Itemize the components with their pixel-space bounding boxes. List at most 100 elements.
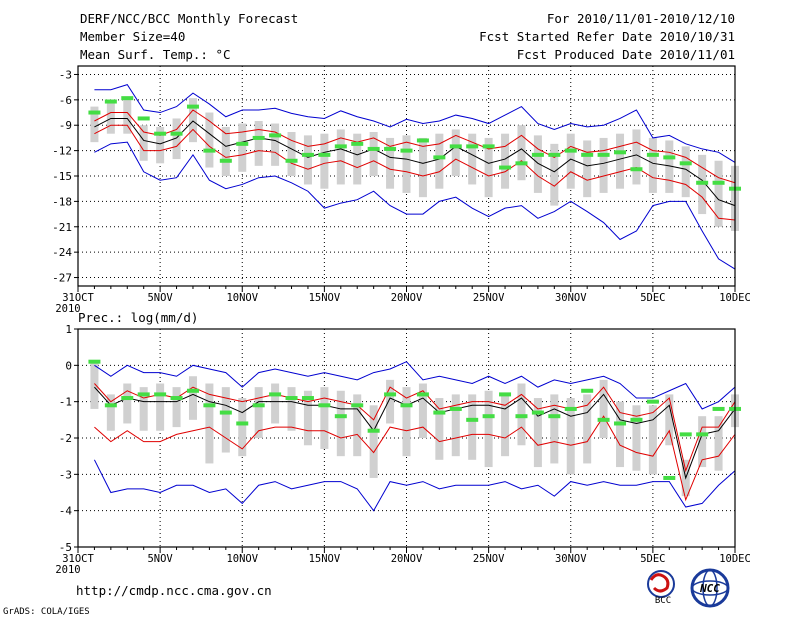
ensemble-box	[566, 133, 575, 189]
ensemble-box	[238, 398, 247, 457]
y-tick-label: 1	[65, 323, 72, 336]
x-tick-label: 5NOV	[147, 292, 173, 304]
observed-marker	[696, 432, 709, 437]
chart-title: DERF/NCC/BCC Monthly Forecast	[80, 11, 298, 26]
ensemble-box	[336, 129, 345, 185]
upper-spread-line	[94, 383, 736, 473]
ensemble-box	[172, 387, 181, 428]
bcc-logo: BCC	[647, 570, 675, 606]
ncc-logo-text: NCC	[699, 582, 720, 595]
x-tick-label: 31OCT	[62, 553, 94, 565]
ensemble-box	[386, 379, 395, 424]
ensemble-box	[238, 123, 247, 172]
observed-marker	[630, 417, 643, 422]
observed-marker	[515, 414, 528, 419]
ensemble-box	[205, 112, 214, 168]
lower-spread-line	[94, 415, 736, 502]
ensemble-box	[714, 160, 723, 227]
observed-marker	[499, 165, 512, 170]
x-tick-label: 30NOV	[555, 553, 587, 565]
year-label: 2010	[55, 564, 80, 576]
observed-marker	[581, 152, 594, 157]
ensemble-box	[106, 101, 115, 134]
lower-spread-line	[94, 124, 736, 221]
ensemble-box	[501, 394, 510, 457]
observed-marker	[597, 417, 610, 422]
observed-marker	[154, 392, 167, 397]
observed-marker	[482, 414, 495, 419]
precip-panel-title: Prec.: log(mm/d)	[78, 310, 198, 325]
x-tick-label: 25NOV	[473, 553, 505, 565]
ensemble-box	[386, 137, 395, 189]
ensemble-box	[517, 125, 526, 181]
y-tick-label: -4	[59, 505, 73, 518]
ensemble-box	[665, 394, 674, 446]
observed-marker	[236, 141, 249, 146]
ensemble-box	[632, 129, 641, 185]
observed-marker	[531, 410, 544, 415]
max-line	[94, 361, 736, 410]
observed-marker	[614, 150, 627, 155]
ensemble-box	[583, 394, 592, 464]
observed-marker	[679, 432, 692, 437]
y-tick-label: -24	[52, 246, 72, 259]
x-tick-label: 15NOV	[309, 292, 341, 304]
ensemble-box	[648, 137, 657, 193]
ensemble-box	[632, 405, 641, 471]
ensemble-box	[156, 383, 165, 431]
observed-marker	[400, 403, 413, 408]
min-line	[93, 459, 736, 512]
ensemble-box	[616, 133, 625, 189]
observed-marker	[663, 155, 676, 160]
y-tick-label: -5	[59, 541, 72, 554]
upper-spread-line	[94, 109, 736, 184]
ensemble-box	[648, 405, 657, 475]
observed-marker	[416, 392, 429, 397]
ensemble-box	[550, 143, 559, 206]
observed-marker	[334, 144, 347, 149]
min-line	[94, 141, 736, 270]
observed-marker	[285, 158, 298, 163]
ensemble-box	[665, 140, 674, 193]
observed-marker	[449, 406, 462, 411]
observed-marker	[269, 133, 282, 138]
x-tick-label: 31OCT	[62, 292, 94, 304]
observed-marker	[597, 152, 610, 157]
y-tick-label: -3	[59, 468, 72, 481]
ensemble-box	[221, 126, 230, 176]
ensemble-box	[599, 137, 608, 193]
observed-marker	[466, 417, 479, 422]
y-tick-label: -2	[59, 432, 72, 445]
y-tick-label: -27	[52, 272, 72, 285]
observed-marker	[433, 155, 446, 160]
ensemble-box	[254, 121, 263, 166]
y-tick-label: -3	[59, 68, 72, 81]
x-tick-label: 5DEC	[640, 553, 665, 565]
start-date: Fcst Started Refer Date 2010/10/31	[479, 29, 735, 44]
ensemble-box	[156, 126, 165, 164]
x-tick-label: 10DEC	[719, 292, 751, 304]
observed-marker	[712, 180, 725, 185]
ensemble-box	[714, 416, 723, 471]
ensemble-box	[418, 383, 427, 438]
observed-marker	[466, 144, 479, 149]
observed-marker	[367, 146, 380, 151]
observed-marker	[137, 116, 150, 121]
ensemble-box	[353, 133, 362, 185]
variable-label: Mean Surf. Temp.: °C	[80, 47, 231, 62]
ensemble-box	[451, 129, 460, 176]
y-tick-label: -9	[59, 119, 72, 132]
observed-marker	[614, 421, 627, 426]
ensemble-box	[402, 135, 411, 193]
ensemble-box	[484, 137, 493, 198]
ensemble-box	[402, 387, 411, 457]
ensemble-box	[254, 387, 263, 438]
x-tick-label: 30NOV	[555, 292, 587, 304]
grads-credit: GrADS: COLA/IGES	[3, 607, 90, 617]
observed-marker	[186, 104, 199, 109]
observed-marker	[712, 406, 725, 411]
observed-marker	[482, 144, 495, 149]
observed-marker	[154, 131, 167, 136]
x-tick-label: 10NOV	[226, 553, 258, 565]
